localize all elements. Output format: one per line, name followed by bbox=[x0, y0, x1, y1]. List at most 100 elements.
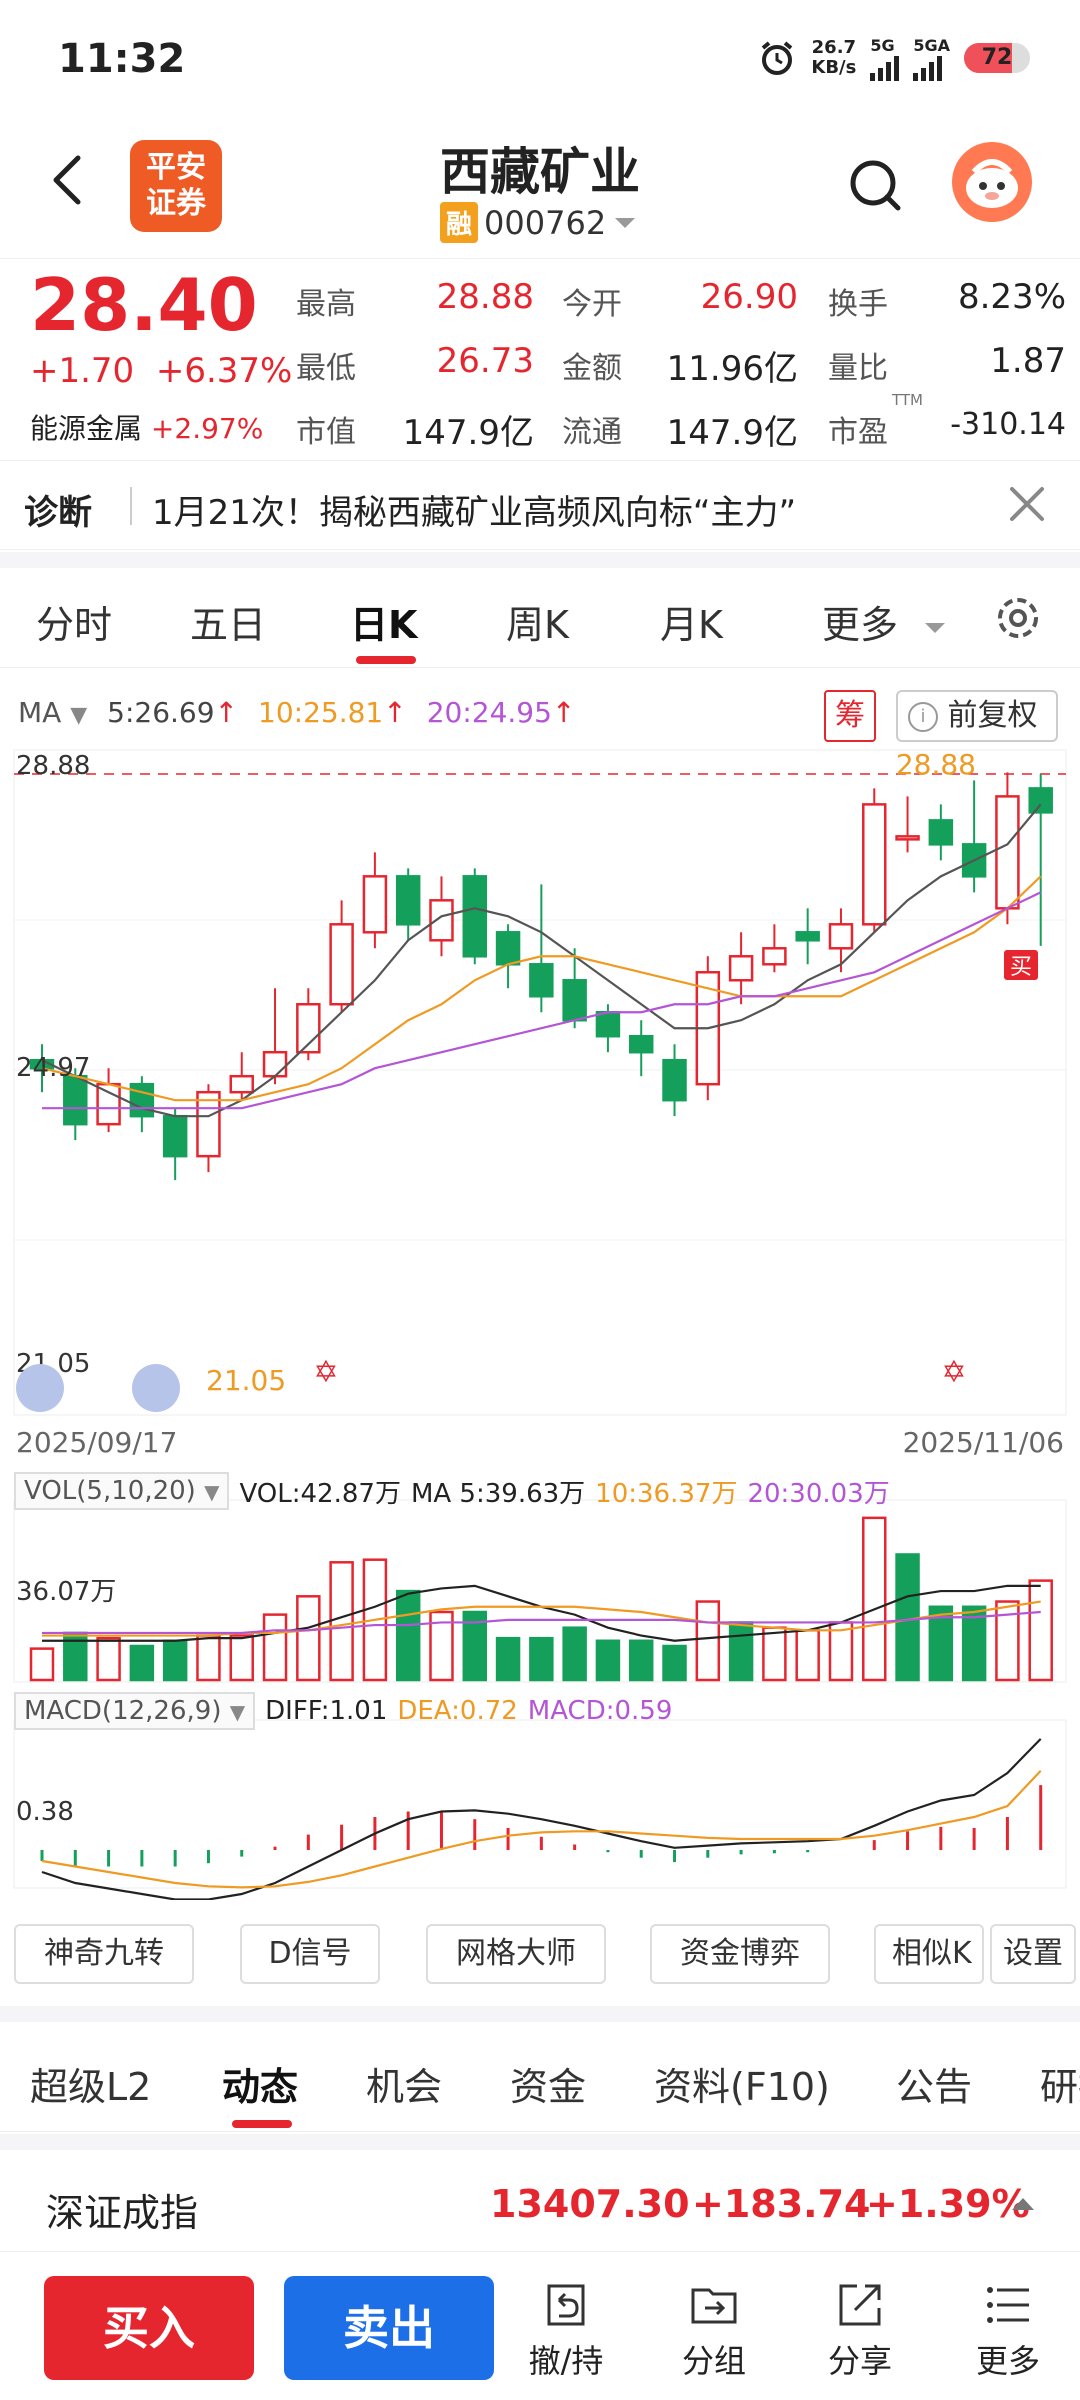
mcap-label: 市值 bbox=[296, 415, 356, 450]
volume-bar bbox=[395, 1589, 421, 1682]
candle bbox=[529, 963, 554, 998]
tab-intraday[interactable]: 分时 bbox=[36, 603, 113, 647]
tab-capital[interactable]: 资金 bbox=[510, 2065, 587, 2109]
sector-change[interactable]: 能源金属 +2.97% bbox=[30, 412, 264, 445]
tool-similar-k[interactable]: 相似K bbox=[874, 1924, 984, 1984]
index-value: 13407.30 bbox=[490, 2182, 690, 2226]
high-label: 最高 bbox=[296, 287, 356, 322]
broker-logo: 平安 证券 bbox=[130, 140, 222, 232]
gear-icon[interactable] bbox=[992, 592, 1044, 644]
buy-signal-label: 买 bbox=[1010, 955, 1032, 980]
tab-weekly-k[interactable]: 周K bbox=[506, 603, 569, 647]
tab-five-day[interactable]: 五日 bbox=[190, 603, 267, 647]
tab-monthly-k[interactable]: 月K bbox=[660, 603, 723, 647]
stock-code-selector[interactable]: 融 000762 bbox=[440, 202, 638, 243]
candle bbox=[762, 947, 787, 966]
candle bbox=[129, 1082, 155, 1118]
back-arrow-icon[interactable] bbox=[44, 150, 94, 210]
period-tabs: 分时 五日 日K 周K 月K 更多 bbox=[0, 568, 1080, 668]
tool-settings[interactable]: 设置 bbox=[990, 1924, 1076, 1984]
content-tabs: 超级L2 动态 机会 资金 资料(F10) 公告 研报 bbox=[0, 2022, 1080, 2132]
more-button[interactable]: 更多 bbox=[948, 2278, 1068, 2382]
tab-more[interactable]: 更多 bbox=[822, 594, 948, 649]
volume-bar bbox=[862, 1516, 887, 1682]
section-gap bbox=[0, 552, 1080, 568]
candle bbox=[828, 923, 854, 950]
ma20-line bbox=[42, 891, 1042, 1110]
vol-ma10: 10:36.37万 bbox=[595, 1478, 738, 1509]
section-gap bbox=[0, 2134, 1080, 2150]
macd-diff-line bbox=[41, 1738, 1042, 1900]
mascot-icon bbox=[966, 159, 1018, 208]
tab-super-l2[interactable]: 超级L2 bbox=[30, 2065, 152, 2109]
tab-daily-k[interactable]: 日K bbox=[350, 603, 418, 647]
candle bbox=[795, 931, 820, 942]
candle bbox=[995, 795, 1020, 910]
tool-grid-master[interactable]: 网格大师 bbox=[426, 1924, 606, 1984]
pe-value: -310.14 bbox=[950, 407, 1066, 442]
buy-button[interactable]: 买入 bbox=[44, 2276, 254, 2380]
tool-d-signal[interactable]: D信号 bbox=[240, 1924, 380, 1984]
index-name: 深证成指 bbox=[46, 2191, 199, 2235]
turnover-value: 8.23% bbox=[957, 277, 1066, 317]
tool-capital-game[interactable]: 资金博弈 bbox=[650, 1924, 830, 1984]
tab-f10[interactable]: 资料(F10) bbox=[654, 2065, 830, 2109]
tool-buttons: 神奇九转 D信号 网格大师 资金博弈 相似K 设置 bbox=[0, 1924, 1080, 1990]
volume-bar bbox=[695, 1600, 721, 1682]
sell-button[interactable]: 卖出 bbox=[284, 2276, 494, 2380]
cancel-order-icon bbox=[547, 2284, 585, 2326]
tab-announcement[interactable]: 公告 bbox=[896, 2065, 973, 2109]
close-icon[interactable] bbox=[1004, 481, 1050, 527]
vol-ma5: MA 5:39.63万 bbox=[410, 1478, 586, 1509]
avatar[interactable] bbox=[952, 142, 1032, 222]
fullscreen-icon bbox=[132, 1364, 180, 1412]
tab-opportunity[interactable]: 机会 bbox=[366, 2065, 443, 2109]
ma10-value: 10:25.81↑ bbox=[258, 696, 407, 729]
open-label: 今开 bbox=[562, 287, 622, 322]
last-price: 28.40 bbox=[30, 263, 258, 347]
search-icon[interactable] bbox=[846, 156, 906, 216]
candle bbox=[96, 1082, 121, 1126]
index-change: +183.74 bbox=[692, 2182, 871, 2226]
bottom-action-bar: 买入 卖出 撤/持 分组 分享 更多 bbox=[0, 2256, 1080, 2400]
caret-down-icon bbox=[615, 217, 636, 228]
tool-magic-nine[interactable]: 神奇九转 bbox=[14, 1924, 194, 1984]
tab-research[interactable]: 研报 bbox=[1040, 2065, 1080, 2109]
active-tab-indicator bbox=[356, 656, 416, 664]
expand-arrow-icon[interactable] bbox=[1012, 2198, 1034, 2210]
low-label: 最低 bbox=[296, 351, 356, 386]
caret-down-icon bbox=[925, 623, 946, 633]
quote-panel: 28.40 +1.70 +6.37% 能源金属 +2.97% 最高 28.88 … bbox=[0, 258, 1080, 454]
volume-bar bbox=[262, 1613, 288, 1682]
diagnosis-banner[interactable]: 诊断 1月21次！揭秘西藏矿业高频风向标“主力” bbox=[0, 460, 1080, 550]
index-ticker[interactable]: 深证成指 13407.30 +183.74 +1.39% bbox=[0, 2152, 1080, 2252]
volume-bar bbox=[96, 1636, 121, 1682]
y-axis-mid: 24.97 bbox=[16, 1053, 90, 1083]
alarm-icon bbox=[762, 41, 793, 75]
ma-legend[interactable]: MA ▼ 5:26.69↑ 10:25.81↑ 20:24.95↑ bbox=[18, 696, 575, 729]
group-button[interactable]: 分组 bbox=[654, 2278, 774, 2382]
volume-bar bbox=[29, 1647, 55, 1682]
float-label: 流通 bbox=[562, 415, 622, 450]
volume-bar bbox=[662, 1644, 687, 1682]
cancel-hold-button[interactable]: 撤/持 bbox=[506, 2278, 626, 2382]
candles bbox=[29, 772, 1053, 1181]
volume-bar bbox=[162, 1639, 188, 1682]
volume-indicator-selector[interactable]: VOL(5,10,20) ▼ bbox=[14, 1472, 230, 1510]
macd-frame bbox=[13, 1719, 1067, 1889]
diagnosis-text: 1月21次！揭秘西藏矿业高频风向标“主力” bbox=[152, 493, 797, 533]
ma-selector[interactable]: MA ▼ bbox=[18, 696, 88, 729]
vol-ma20: 20:30.03万 bbox=[747, 1478, 890, 1509]
chip-distribution-button[interactable]: 筹 bbox=[824, 690, 876, 742]
share-button[interactable]: 分享 bbox=[800, 2278, 920, 2382]
macd-indicator-selector[interactable]: MACD(12,26,9) ▼ bbox=[14, 1692, 256, 1730]
vol-y-label: 36.07万 bbox=[16, 1577, 116, 1607]
candle bbox=[329, 923, 354, 1006]
margin-badge: 融 bbox=[440, 202, 479, 243]
adjustment-button[interactable]: i 前复权 bbox=[896, 690, 1058, 742]
signal-label-1: 5G bbox=[870, 35, 895, 55]
diagnosis-title: 诊断 bbox=[24, 493, 92, 533]
tab-news[interactable]: 动态 bbox=[222, 2065, 299, 2109]
